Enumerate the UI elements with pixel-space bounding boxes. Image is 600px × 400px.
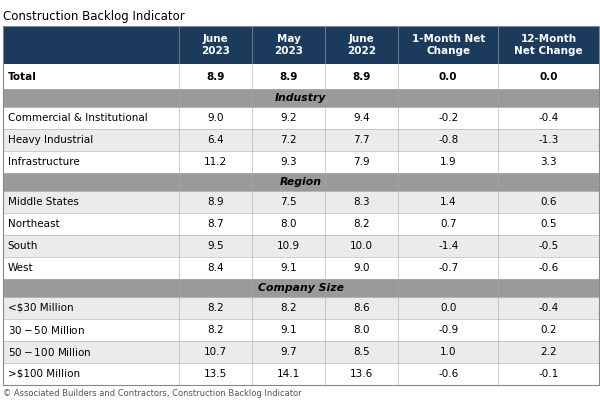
Text: 2.2: 2.2 (540, 347, 557, 357)
Text: Construction Backlog Indicator: Construction Backlog Indicator (3, 10, 185, 23)
Text: 7.9: 7.9 (353, 157, 370, 167)
Bar (3, 191, 599, 213)
Text: 9.0: 9.0 (353, 263, 370, 273)
Text: -0.6: -0.6 (438, 369, 458, 379)
Text: 8.2: 8.2 (280, 303, 297, 313)
Text: 0.0: 0.0 (539, 72, 558, 82)
Text: 8.3: 8.3 (353, 197, 370, 207)
Text: 12-Month
Net Change: 12-Month Net Change (514, 34, 583, 56)
Text: South: South (8, 241, 38, 251)
Text: West: West (8, 263, 34, 273)
Text: 7.5: 7.5 (280, 197, 297, 207)
Text: 1.0: 1.0 (440, 347, 457, 357)
Text: -0.4: -0.4 (538, 303, 559, 313)
Text: 10.7: 10.7 (204, 347, 227, 357)
Text: 0.5: 0.5 (541, 219, 557, 229)
Bar (3, 89, 599, 107)
Text: -0.9: -0.9 (438, 325, 458, 335)
Text: $30-$50 Million: $30-$50 Million (8, 324, 85, 336)
Bar (3, 213, 599, 235)
Text: 8.6: 8.6 (353, 303, 370, 313)
Text: -0.5: -0.5 (538, 241, 559, 251)
Text: 7.2: 7.2 (280, 135, 297, 145)
Bar (3, 64, 599, 89)
Text: Company Size: Company Size (258, 283, 344, 293)
Text: Industry: Industry (275, 93, 326, 103)
Text: -0.6: -0.6 (538, 263, 559, 273)
Text: <$30 Million: <$30 Million (8, 303, 73, 313)
Text: 8.2: 8.2 (353, 219, 370, 229)
Text: 8.4: 8.4 (208, 263, 224, 273)
Text: 9.5: 9.5 (208, 241, 224, 251)
Text: 10.0: 10.0 (350, 241, 373, 251)
Bar (3, 363, 599, 385)
Text: 9.1: 9.1 (280, 263, 297, 273)
Text: -1.3: -1.3 (538, 135, 559, 145)
Text: 9.4: 9.4 (353, 113, 370, 123)
Bar (3, 341, 599, 363)
Text: 0.6: 0.6 (541, 197, 557, 207)
Text: 13.6: 13.6 (350, 369, 373, 379)
Text: Heavy Industrial: Heavy Industrial (8, 135, 93, 145)
Text: 8.2: 8.2 (208, 303, 224, 313)
Text: 8.9: 8.9 (280, 72, 298, 82)
Text: 9.7: 9.7 (280, 347, 297, 357)
Text: -1.4: -1.4 (438, 241, 458, 251)
Text: 8.0: 8.0 (353, 325, 370, 335)
Text: 0.0: 0.0 (439, 72, 457, 82)
Bar (3, 173, 599, 191)
Text: Middle States: Middle States (8, 197, 79, 207)
Text: May
2023: May 2023 (274, 34, 303, 56)
Text: 9.3: 9.3 (280, 157, 297, 167)
Bar (3, 257, 599, 279)
Text: June
2022: June 2022 (347, 34, 376, 56)
Bar (3, 297, 599, 319)
Text: -0.1: -0.1 (538, 369, 559, 379)
Text: -0.2: -0.2 (438, 113, 458, 123)
Bar (3, 129, 599, 151)
Text: 8.7: 8.7 (208, 219, 224, 229)
Text: -0.8: -0.8 (438, 135, 458, 145)
Text: -0.7: -0.7 (438, 263, 458, 273)
Text: 9.2: 9.2 (280, 113, 297, 123)
Text: 8.9: 8.9 (206, 72, 225, 82)
Text: 6.4: 6.4 (208, 135, 224, 145)
Text: 9.1: 9.1 (280, 325, 297, 335)
Text: 0.0: 0.0 (440, 303, 457, 313)
Text: 14.1: 14.1 (277, 369, 300, 379)
Text: 0.7: 0.7 (440, 219, 457, 229)
Text: 8.9: 8.9 (208, 197, 224, 207)
Bar (3, 107, 599, 129)
Text: 8.0: 8.0 (280, 219, 297, 229)
Text: -0.4: -0.4 (538, 113, 559, 123)
Bar (3, 26, 599, 64)
Text: 1.4: 1.4 (440, 197, 457, 207)
Bar (3, 319, 599, 341)
Text: 1.9: 1.9 (440, 157, 457, 167)
Text: 13.5: 13.5 (204, 369, 227, 379)
Text: 8.2: 8.2 (208, 325, 224, 335)
Text: 10.9: 10.9 (277, 241, 300, 251)
Text: $50-$100 Million: $50-$100 Million (8, 346, 91, 358)
Text: Infrastructure: Infrastructure (8, 157, 80, 167)
Text: © Associated Builders and Contractors, Construction Backlog Indicator: © Associated Builders and Contractors, C… (3, 389, 302, 398)
Text: 1-Month Net
Change: 1-Month Net Change (412, 34, 485, 56)
Text: 7.7: 7.7 (353, 135, 370, 145)
Bar (3, 151, 599, 173)
Text: June
2023: June 2023 (201, 34, 230, 56)
Text: Northeast: Northeast (8, 219, 59, 229)
Text: Commercial & Institutional: Commercial & Institutional (8, 113, 148, 123)
Bar (3, 279, 599, 297)
Text: Total: Total (8, 72, 37, 82)
Text: 3.3: 3.3 (540, 157, 557, 167)
Text: 8.9: 8.9 (352, 72, 371, 82)
Bar (3, 235, 599, 257)
Text: >$100 Million: >$100 Million (8, 369, 80, 379)
Text: 8.5: 8.5 (353, 347, 370, 357)
Text: 9.0: 9.0 (208, 113, 224, 123)
Text: 0.2: 0.2 (541, 325, 557, 335)
Text: Region: Region (280, 177, 322, 187)
Text: 11.2: 11.2 (204, 157, 227, 167)
